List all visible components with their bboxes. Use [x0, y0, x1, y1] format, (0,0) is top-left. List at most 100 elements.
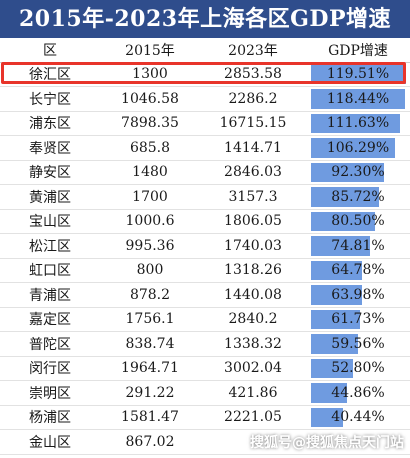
- header-row: 区 2015年 2023年 GDP增速: [0, 38, 410, 63]
- growth-bar: [311, 260, 363, 280]
- table-row: 静安区 1480 2846.03 92.30%: [0, 160, 410, 185]
- growth-bar: [311, 64, 406, 84]
- growth-cell: 119.51%: [306, 62, 410, 87]
- table-row: 普陀区 838.74 1338.32 59.56%: [0, 331, 410, 357]
- growth-bar: [311, 334, 359, 354]
- table-row: 徐汇区 1300 2853.58 119.51%: [0, 62, 410, 87]
- value-2015-cell: 1000.6: [100, 209, 200, 234]
- growth-label: 74.81%: [331, 237, 385, 254]
- table-row: 宝山区 1000.6 1806.05 80.50%: [0, 209, 410, 234]
- value-2015-cell: 878.2: [100, 282, 200, 308]
- table-row: 闵行区 1964.71 3002.04 52.80%: [0, 356, 410, 381]
- growth-label: 118.44%: [326, 90, 390, 107]
- value-2015-cell: 1756.1: [100, 307, 200, 332]
- growth-bar: [311, 138, 396, 158]
- growth-bar: [311, 89, 406, 109]
- growth-cell: 61.73%: [306, 307, 410, 332]
- growth-label: 85.72%: [331, 188, 385, 205]
- value-2023-cell: 1806.05: [200, 209, 306, 234]
- district-cell: 徐汇区: [0, 62, 100, 87]
- growth-cell: 52.80%: [306, 356, 410, 381]
- value-2023-cell: [200, 429, 306, 455]
- growth-cell: 80.50%: [306, 209, 410, 234]
- district-cell: 青浦区: [0, 282, 100, 308]
- value-2023-cell: 16715.15: [200, 111, 306, 136]
- table-row: 金山区 867.02: [0, 429, 410, 455]
- table-row: 虹口区 800 1318.26 64.78%: [0, 258, 410, 283]
- growth-cell: 74.81%: [306, 233, 410, 259]
- growth-bar: [311, 162, 385, 182]
- growth-cell: 64.78%: [306, 258, 410, 283]
- value-2015-cell: 867.02: [100, 429, 200, 455]
- value-2023-cell: 1414.71: [200, 135, 306, 161]
- watermark: 搜狐号@搜狐焦点天门站: [250, 435, 404, 451]
- value-2023-cell: 2840.2: [200, 307, 306, 332]
- value-2023-cell: 2846.03: [200, 160, 306, 185]
- district-cell: 松江区: [0, 233, 100, 259]
- value-2015-cell: 1480: [100, 160, 200, 185]
- value-2015-cell: 685.8: [100, 135, 200, 161]
- value-2015-cell: 995.36: [100, 233, 200, 259]
- district-cell: 浦东区: [0, 111, 100, 136]
- district-cell: 金山区: [0, 429, 100, 455]
- table-body: 徐汇区 1300 2853.58 119.51% 长宁区 1046.58 2286.2 118…: [0, 62, 410, 455]
- table-row: 松江区 995.36 1740.03 74.81%: [0, 233, 410, 259]
- value-2023-cell: 421.86: [200, 380, 306, 406]
- growth-label: 92.30%: [331, 164, 385, 181]
- district-cell: 嘉定区: [0, 307, 100, 332]
- growth-label: 111.63%: [326, 115, 390, 132]
- value-2015-cell: 1581.47: [100, 405, 200, 430]
- value-2023-cell: 1740.03: [200, 233, 306, 259]
- value-2015-cell: 291.22: [100, 380, 200, 406]
- header-growth: GDP增速: [306, 38, 410, 63]
- district-cell: 杨浦区: [0, 405, 100, 430]
- growth-cell: 59.56%: [306, 331, 410, 357]
- district-cell: 长宁区: [0, 86, 100, 112]
- growth-label: 52.80%: [331, 360, 385, 377]
- value-2015-cell: 1300: [100, 62, 200, 87]
- gdp-table: 区 2015年 2023年 GDP增速 徐汇区 1300 2853.58 119.51…: [0, 38, 410, 455]
- value-2015-cell: 1700: [100, 184, 200, 210]
- district-cell: 黄浦区: [0, 184, 100, 210]
- growth-cell: 118.44%: [306, 86, 410, 112]
- table-row: 青浦区 878.2 1440.08 63.98%: [0, 282, 410, 308]
- value-2015-cell: 1046.58: [100, 86, 200, 112]
- growth-label: 80.50%: [331, 213, 385, 230]
- growth-cell: 111.63%: [306, 111, 410, 136]
- district-cell: 虹口区: [0, 258, 100, 283]
- growth-cell: 106.29%: [306, 135, 410, 161]
- table-row: 杨浦区 1581.47 2221.05 40.44%: [0, 405, 410, 430]
- value-2023-cell: 1318.26: [200, 258, 306, 283]
- district-cell: 闵行区: [0, 356, 100, 381]
- district-cell: 宝山区: [0, 209, 100, 234]
- value-2023-cell: 2286.2: [200, 86, 306, 112]
- value-2015-cell: 800: [100, 258, 200, 283]
- growth-label: 106.29%: [326, 139, 390, 156]
- growth-label: 59.56%: [331, 335, 385, 352]
- growth-bar: [311, 236, 371, 256]
- value-2015-cell: 1964.71: [100, 356, 200, 381]
- header-2023: 2023年: [200, 38, 306, 63]
- table-row: 奉贤区 685.8 1414.71 106.29%: [0, 135, 410, 161]
- growth-cell: [306, 429, 410, 455]
- growth-label: 63.98%: [331, 286, 385, 303]
- header-2015: 2015年: [100, 38, 200, 63]
- value-2023-cell: 3002.04: [200, 356, 306, 381]
- value-2015-cell: 838.74: [100, 331, 200, 357]
- growth-bar: [311, 407, 344, 427]
- growth-bar: [311, 383, 347, 403]
- chart-title: 2015年-2023年上海各区GDP增速: [0, 0, 410, 38]
- growth-cell: 85.72%: [306, 184, 410, 210]
- table-row: 浦东区 7898.35 16715.15 111.63%: [0, 111, 410, 136]
- table-row: 崇明区 291.22 421.86 44.86%: [0, 380, 410, 406]
- district-cell: 静安区: [0, 160, 100, 185]
- growth-label: 119.51%: [326, 66, 390, 83]
- value-2015-cell: 7898.35: [100, 111, 200, 136]
- growth-bar: [311, 187, 380, 207]
- growth-bar: [311, 211, 375, 231]
- growth-cell: 44.86%: [306, 380, 410, 406]
- growth-bar: [311, 309, 361, 329]
- growth-label: 61.73%: [331, 311, 385, 328]
- table-row: 嘉定区 1756.1 2840.2 61.73%: [0, 307, 410, 332]
